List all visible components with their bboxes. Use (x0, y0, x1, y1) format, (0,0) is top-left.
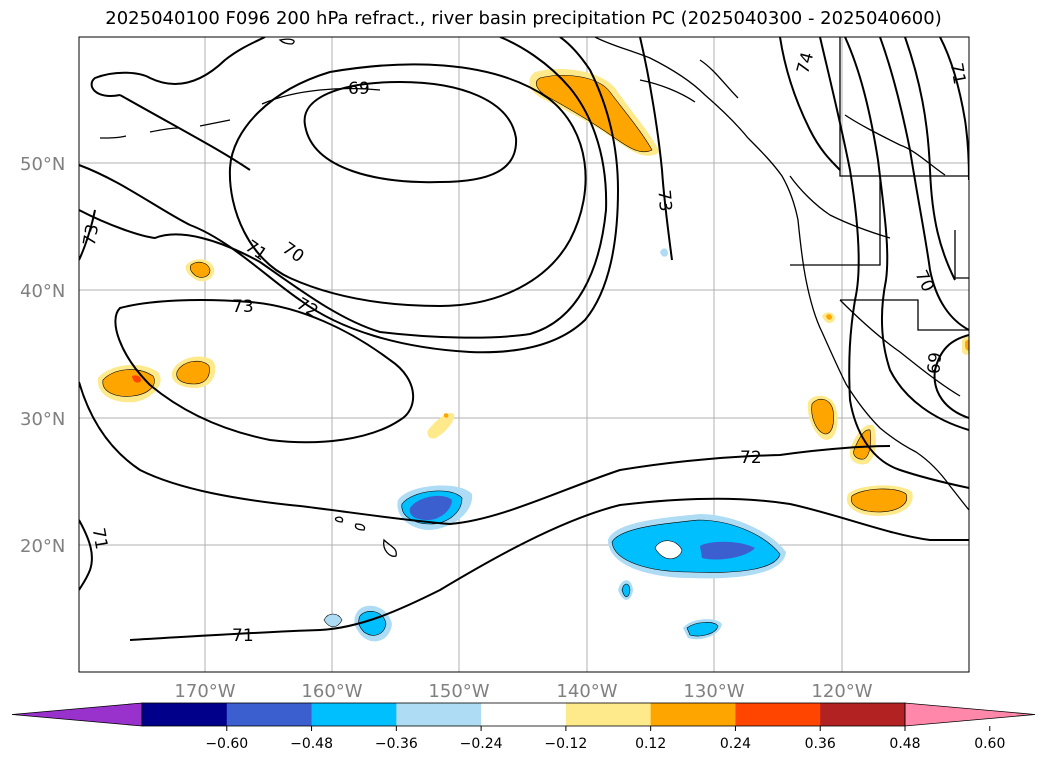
colorbar-tick-label: 0.36 (805, 736, 836, 752)
colorbar-segment (820, 703, 906, 726)
map-area (79, 37, 969, 672)
lon-label: 120°W (811, 681, 872, 702)
colorbar-extend-low (11, 702, 143, 727)
coastlines (99, 37, 969, 557)
longitude-labels: 170°W 160°W 150°W 140°W 130°W 120°W (174, 681, 872, 702)
contour-label: 69 (348, 79, 370, 99)
colorbar-segment (311, 703, 397, 726)
map-title: 2025040100 F096 200 hPa refract., river … (105, 8, 942, 29)
colorbar-tick-label: 0.48 (889, 736, 920, 752)
colorbar-tick-label: −0.12 (544, 736, 587, 752)
colorbar-tick-label: 0.60 (974, 736, 1005, 752)
colorbar-tick-label: 0.12 (635, 736, 666, 752)
colorbar-segment (481, 703, 567, 726)
colorbar-segment (565, 703, 652, 726)
contour-label: 71 (88, 526, 111, 551)
colorbar-tick-label: −0.48 (290, 736, 333, 752)
lon-label: 150°W (428, 681, 489, 702)
colorbar-segment (735, 703, 821, 726)
contour-label: 72 (740, 448, 762, 468)
lon-label: 160°W (301, 681, 362, 702)
colorbar-extend-high (904, 702, 1036, 727)
colorbar-segment (226, 703, 313, 726)
contour-label: 73 (80, 223, 103, 248)
lat-label: 50°N (20, 154, 65, 175)
colorbar-tick-label: 0.24 (720, 736, 751, 752)
lon-label: 130°W (683, 681, 744, 702)
colorbar-segment (396, 703, 482, 726)
contour-label: 73 (232, 297, 254, 317)
colorbar-segment (650, 703, 736, 726)
lon-label: 140°W (556, 681, 617, 702)
contour-label: 71 (946, 61, 969, 86)
colorbar-tick-label: −0.60 (205, 736, 248, 752)
contour-label: 69 (924, 351, 946, 374)
map-frame (78, 36, 970, 673)
lat-label: 30°N (20, 409, 65, 430)
positive-pc-patches (97, 68, 969, 516)
contour-label: 73 (653, 189, 675, 212)
negative-pc-patches (323, 248, 786, 642)
latitude-labels: 50°N 40°N 30°N 20°N (20, 154, 65, 557)
lat-label: 40°N (20, 281, 65, 302)
contour-label: 71 (232, 626, 254, 646)
colorbar-tick-label: −0.36 (375, 736, 418, 752)
colorbar-segment (142, 703, 228, 726)
colorbar-tick-label: −0.24 (460, 736, 503, 752)
refractivity-contours (79, 37, 969, 641)
colorbar: −0.60 −0.48 −0.36 −0.24 −0.12 0.12 0.24 0.36 0.4… (11, 702, 1036, 752)
lon-label: 170°W (174, 681, 235, 702)
colorbar-frame (141, 702, 906, 727)
lat-label: 20°N (20, 536, 65, 557)
